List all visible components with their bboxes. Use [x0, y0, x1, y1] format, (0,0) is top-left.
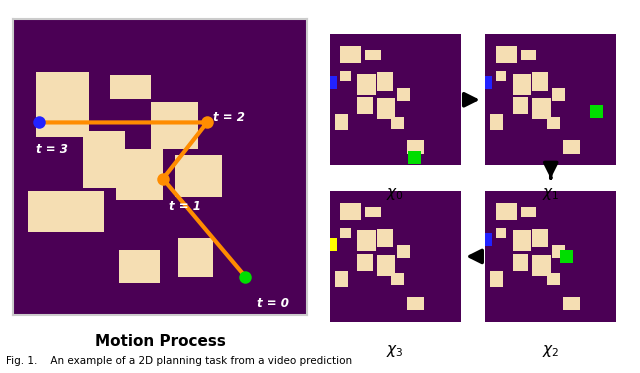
Bar	[520, 50, 536, 60]
Bar	[490, 271, 504, 286]
Bar	[36, 72, 66, 102]
Bar	[532, 229, 548, 247]
Bar	[340, 203, 361, 220]
Bar	[178, 238, 213, 277]
Bar	[377, 98, 396, 119]
Bar	[485, 76, 492, 89]
Text: $\chi_{0}$: $\chi_{0}$	[387, 186, 404, 202]
Bar	[397, 88, 410, 101]
Text: Motion Process: Motion Process	[95, 334, 225, 349]
Bar	[547, 273, 560, 285]
Bar	[490, 114, 504, 130]
Bar	[66, 191, 104, 232]
Bar	[532, 98, 550, 119]
Bar	[407, 141, 424, 154]
Bar	[330, 238, 337, 251]
Bar	[560, 250, 573, 263]
Bar	[408, 151, 422, 164]
Bar	[377, 229, 392, 247]
Bar	[340, 46, 361, 63]
Bar	[532, 255, 550, 276]
Bar	[357, 230, 376, 251]
Text: $\chi_{1}$: $\chi_{1}$	[542, 186, 559, 202]
Bar	[357, 73, 376, 94]
Bar	[513, 254, 529, 271]
Text: t = 0: t = 0	[257, 297, 289, 310]
Bar	[391, 273, 404, 285]
Bar	[495, 203, 516, 220]
Bar	[495, 71, 506, 81]
Bar	[335, 114, 348, 130]
Text: Fig. 1.    An example of a 2D planning task from a video prediction: Fig. 1. An example of a 2D planning task…	[6, 356, 353, 366]
Bar	[330, 76, 337, 89]
Bar	[340, 71, 351, 81]
Bar	[391, 117, 404, 129]
Bar	[547, 117, 560, 129]
Bar	[590, 105, 603, 118]
Text: $\chi_{2}$: $\chi_{2}$	[542, 343, 559, 358]
Bar	[513, 73, 531, 94]
Bar	[513, 97, 529, 114]
Bar	[116, 149, 163, 200]
Bar	[377, 72, 392, 91]
Text: t = 1: t = 1	[169, 200, 201, 213]
Bar	[552, 88, 565, 101]
Bar	[520, 207, 536, 217]
Bar	[563, 141, 580, 154]
Bar	[357, 97, 373, 114]
Bar	[335, 271, 348, 286]
Bar	[36, 72, 90, 137]
Bar	[357, 254, 373, 271]
Bar	[397, 245, 410, 258]
Bar	[563, 297, 580, 310]
Bar	[119, 250, 160, 283]
Text: t = 2: t = 2	[213, 110, 245, 123]
Bar	[407, 297, 424, 310]
Bar	[495, 228, 506, 238]
Bar	[83, 131, 125, 188]
Bar	[365, 50, 381, 60]
Bar	[485, 233, 492, 246]
Bar	[552, 245, 565, 258]
Bar	[495, 46, 516, 63]
Bar	[513, 230, 531, 251]
Bar	[377, 255, 396, 276]
Bar	[110, 75, 151, 99]
Bar	[175, 155, 222, 197]
Text: t = 3: t = 3	[36, 143, 68, 156]
Bar	[365, 207, 381, 217]
Bar	[28, 191, 66, 232]
Bar	[532, 72, 548, 91]
Bar	[340, 228, 351, 238]
Text: $\chi_{3}$: $\chi_{3}$	[387, 343, 404, 358]
Bar	[151, 102, 198, 149]
